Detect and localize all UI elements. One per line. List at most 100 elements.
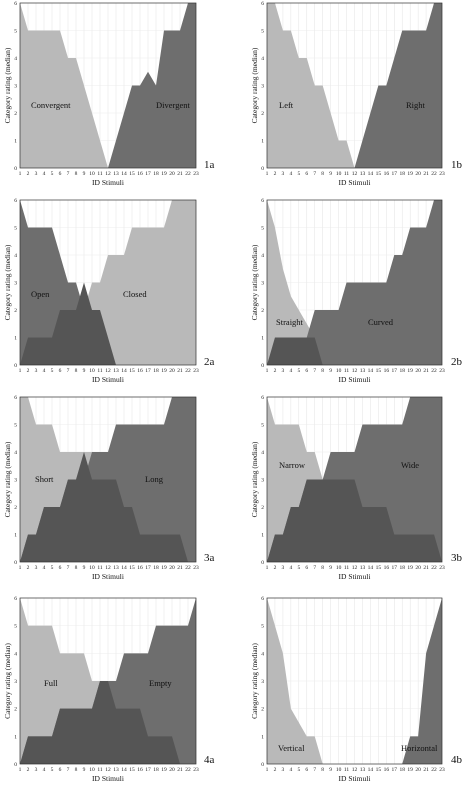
x-tick-label: 19 bbox=[407, 767, 413, 773]
panel-id-label: 3b bbox=[451, 552, 463, 564]
y-axis-title: Category rating (median) bbox=[3, 244, 12, 320]
y-tick-label: 5 bbox=[261, 624, 264, 630]
x-tick-label: 21 bbox=[177, 565, 183, 571]
x-tick-label: 4 bbox=[289, 767, 292, 773]
x-tick-label: 11 bbox=[97, 368, 103, 374]
x-tick-label: 14 bbox=[368, 171, 374, 177]
x-tick-label: 8 bbox=[75, 767, 78, 773]
x-tick-label: 7 bbox=[313, 565, 316, 571]
x-tick-label: 10 bbox=[336, 767, 342, 773]
series-area-divergent bbox=[20, 3, 196, 168]
x-tick-label: 3 bbox=[282, 368, 285, 374]
plot-frame bbox=[266, 199, 443, 366]
y-tick-labels: 0 1 2 3 4 5 6 bbox=[261, 395, 264, 566]
x-tick-label: 4 bbox=[289, 368, 292, 374]
x-tick-label: 5 bbox=[297, 767, 300, 773]
series-label: Full bbox=[44, 678, 58, 688]
y-tick-labels: 0 1 2 3 4 5 6 bbox=[14, 198, 17, 369]
y-tick-label: 1 bbox=[261, 734, 264, 740]
series-areas bbox=[267, 598, 442, 764]
x-tick-label: 4 bbox=[43, 565, 46, 571]
x-tick-labels: 1 2 3 4 5 6 7 8 9 10 11 12 13 14 15 16 17 18 19 20 21 22 23 bbox=[266, 565, 445, 571]
x-tick-label: 1 bbox=[266, 368, 269, 374]
series-area-right bbox=[267, 3, 442, 168]
x-tick-label: 2 bbox=[27, 767, 30, 773]
y-axis-title: Category rating (median) bbox=[250, 643, 259, 719]
y-tick-label: 1 bbox=[14, 734, 17, 740]
x-tick-label: 17 bbox=[145, 767, 151, 773]
series-label: Straight bbox=[276, 317, 304, 327]
x-tick-label: 20 bbox=[415, 171, 421, 177]
y-tick-labels: 0 1 2 3 4 5 6 bbox=[261, 1, 264, 172]
x-tick-label: 14 bbox=[121, 565, 127, 571]
y-tick-label: 1 bbox=[14, 139, 17, 145]
x-tick-label: 10 bbox=[89, 565, 95, 571]
x-tick-label: 8 bbox=[75, 171, 78, 177]
y-tick-label: 4 bbox=[14, 450, 17, 456]
y-axis-title: Category rating (median) bbox=[3, 441, 12, 517]
series-label: Empty bbox=[149, 678, 172, 688]
x-tick-label: 9 bbox=[329, 767, 332, 773]
x-tick-label: 20 bbox=[169, 368, 175, 374]
x-axis-title: ID Stimuli bbox=[339, 774, 371, 783]
x-tick-label: 12 bbox=[352, 368, 358, 374]
y-axis-title: Category rating (median) bbox=[3, 643, 12, 719]
x-axis-title: ID Stimuli bbox=[339, 375, 371, 384]
y-tick-label: 1 bbox=[261, 139, 264, 145]
x-tick-label: 22 bbox=[431, 767, 437, 773]
y-tick-label: 0 bbox=[14, 166, 17, 172]
series-area-left bbox=[267, 3, 442, 168]
x-tick-labels: 1 2 3 4 5 6 7 8 9 10 11 12 13 14 15 16 17 18 19 20 21 22 23 bbox=[266, 368, 445, 374]
y-tick-labels: 0 1 2 3 4 5 6 bbox=[14, 395, 17, 566]
x-tick-label: 8 bbox=[321, 368, 324, 374]
x-tick-label: 1 bbox=[19, 565, 22, 571]
y-tick-label: 4 bbox=[14, 56, 17, 62]
y-axis-title: Category rating (median) bbox=[3, 47, 12, 123]
x-axis-title: ID Stimuli bbox=[92, 375, 124, 384]
x-tick-label: 18 bbox=[153, 368, 159, 374]
x-tick-label: 23 bbox=[439, 171, 445, 177]
x-tick-label: 18 bbox=[153, 171, 159, 177]
x-tick-label: 21 bbox=[423, 767, 429, 773]
y-tick-labels: 0 1 2 3 4 5 6 bbox=[261, 198, 264, 369]
x-tick-labels: 1 2 3 4 5 6 7 8 9 10 11 12 13 14 15 16 17 18 19 20 21 22 23 bbox=[266, 171, 445, 177]
y-axis-title: Category rating (median) bbox=[250, 244, 259, 320]
x-tick-label: 4 bbox=[289, 171, 292, 177]
panel-id-label: 4a bbox=[204, 754, 215, 766]
x-tick-label: 10 bbox=[336, 368, 342, 374]
x-tick-label: 4 bbox=[43, 767, 46, 773]
y-tick-label: 6 bbox=[261, 596, 264, 602]
x-tick-label: 3 bbox=[35, 368, 38, 374]
x-tick-label: 12 bbox=[105, 565, 111, 571]
y-tick-label: 0 bbox=[261, 363, 264, 369]
x-tick-label: 9 bbox=[83, 767, 86, 773]
x-tick-label: 20 bbox=[415, 368, 421, 374]
x-tick-label: 5 bbox=[51, 368, 54, 374]
x-tick-label: 22 bbox=[185, 171, 191, 177]
x-tick-label: 10 bbox=[336, 171, 342, 177]
y-tick-label: 4 bbox=[261, 450, 264, 456]
y-tick-label: 0 bbox=[261, 560, 264, 566]
y-axis-title: Category rating (median) bbox=[250, 441, 259, 517]
x-tick-label: 8 bbox=[321, 565, 324, 571]
x-tick-label: 1 bbox=[266, 171, 269, 177]
panel-id-label: 3a bbox=[204, 552, 215, 564]
x-tick-label: 5 bbox=[297, 565, 300, 571]
x-tick-label: 3 bbox=[35, 171, 38, 177]
panel-id-label: 1a bbox=[204, 159, 215, 171]
x-tick-label: 5 bbox=[297, 171, 300, 177]
series-areas bbox=[20, 200, 196, 365]
x-tick-label: 20 bbox=[415, 565, 421, 571]
y-tick-label: 4 bbox=[14, 253, 17, 259]
series-label: Closed bbox=[123, 289, 147, 299]
series-areas bbox=[20, 598, 196, 764]
y-tick-label: 6 bbox=[14, 596, 17, 602]
x-tick-label: 20 bbox=[169, 565, 175, 571]
x-tick-label: 15 bbox=[376, 767, 382, 773]
x-tick-label: 16 bbox=[137, 368, 143, 374]
x-tick-label: 10 bbox=[89, 171, 95, 177]
plot-frame bbox=[19, 2, 197, 169]
x-tick-label: 13 bbox=[360, 767, 366, 773]
